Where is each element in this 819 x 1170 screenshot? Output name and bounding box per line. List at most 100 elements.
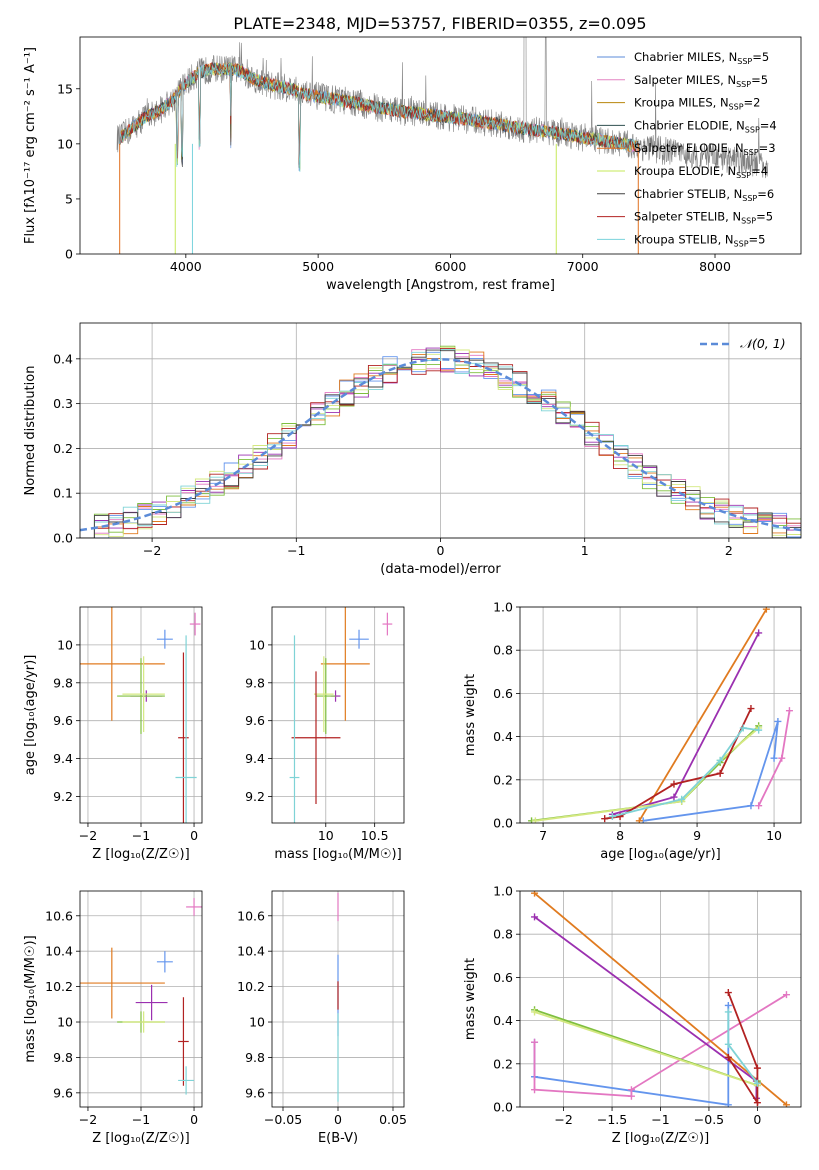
x-tick-label: 2 [725,543,733,558]
data-point-marker [601,815,609,823]
age-weight-ylabel: mass weight [463,674,478,756]
legend-label: Salpeter MILES, NSSP=5 [634,73,768,89]
data-point-marker [739,724,747,732]
y-tick-label: 0.3 [53,396,73,411]
x-tick-label: 9 [693,828,701,843]
data-point-marker [724,1001,732,1009]
data-point-marker [716,756,724,764]
weight-series-line [643,721,779,822]
data-point-marker [755,726,763,734]
y-tick-label: 9.8 [53,675,73,690]
axes-frame [271,606,405,824]
data-point-marker [724,1008,732,1016]
y-tick-label: 9.6 [53,713,73,728]
data-point-marker [782,1101,790,1107]
y-tick-label: 0.2 [493,772,513,787]
age-weight-plot-area [528,607,793,823]
y-tick-label: 0.8 [493,927,513,942]
y-tick-label: 0.4 [493,729,513,744]
y-tick-label: 0.4 [53,351,73,366]
x-tick-label: −0.05 [264,1112,302,1127]
x-tick-label: 7 [539,828,547,843]
model-spectrum-line [119,61,639,173]
spectrum-xlabel: wavelength [Angstrom, rest frame] [326,278,555,293]
y-tick-label: 10.4 [45,944,73,959]
z-age-ylabel: age [log₁₀(age/yr)] [23,655,38,776]
y-tick-label: 0.0 [493,1100,513,1115]
y-tick-label: 10 [57,136,73,151]
data-point-marker [724,989,732,997]
y-tick-label: 9.6 [53,1085,73,1100]
residuals-xlabel: (data-model)/error [380,562,501,577]
y-tick-label: 1.0 [493,600,513,615]
data-point-marker [753,1079,761,1087]
y-tick-label: 1.0 [493,884,513,899]
y-tick-label: 10.6 [45,908,73,923]
mass-age-panel: 10 10.5 9.2 9.4 9.6 9.8 10 mass [log₁₀(M/M☉)] [245,606,405,862]
legend-label: Chabrier ELODIE, NSSP=4 [634,118,777,134]
y-tick-label: 0.6 [493,970,513,985]
y-tick-label: 10.6 [237,908,265,923]
residuals-plot-area [80,345,801,538]
z-weight-plot-area [531,891,790,1107]
ebv-mass-xlabel: E(B-V) [318,1131,358,1146]
y-tick-label: 9.6 [245,713,265,728]
x-tick-label: −1 [132,828,150,843]
y-tick-label: 9.4 [53,751,73,766]
y-tick-label: 9.2 [245,789,265,804]
x-tick-label: 10 [318,828,334,843]
data-point-marker [670,793,678,801]
y-tick-label: 0.0 [53,531,73,546]
z-mass-panel: −2 −1 0 9.6 9.8 10 10.2 10.4 10.6 Z [log₁₀(Z/Z☉)]… [23,890,203,1146]
data-point-marker [762,607,770,613]
data-point-marker [724,1101,732,1107]
x-tick-label: 0 [190,828,198,843]
residual-histogram [80,349,801,538]
z-mass-ylabel: mass [log₁₀(M/M☉)] [23,935,38,1062]
z-weight-panel: −2 −1.5 −1 −0.5 0 0.0 0.2 0.4 0.6 0.8 1.0 Z [log₁₀(… [463,884,802,1146]
x-tick-label: −1.5 [597,1112,627,1127]
axes-frame [79,36,802,255]
data-point-marker [635,817,643,823]
y-tick-label: 10.2 [237,979,265,994]
y-tick-label: 0.2 [493,1056,513,1071]
data-point-marker [755,802,763,810]
mass-age-plot-area [289,607,393,823]
age-weight-xlabel: age [log₁₀(age/yr)] [600,847,721,862]
y-tick-label: 9.8 [245,675,265,690]
y-tick-label: 0.0 [493,816,513,831]
x-tick-label: −2 [79,828,97,843]
data-point-marker [747,705,755,713]
figure-title: PLATE=2348, MJD=53757, FIBERID=0355, z=0… [233,14,646,33]
data-point-marker [774,717,782,725]
y-tick-label: 10 [57,1015,73,1030]
x-tick-label: 0 [437,543,445,558]
data-point-marker [782,991,790,999]
z-mass-xlabel: Z [log₁₀(Z/Z☉)] [92,1131,189,1146]
spectrum-plot-area [116,37,769,254]
residuals-ylabel: Normed distribution [23,366,38,496]
mass-age-xlabel: mass [log₁₀(M/M☉)] [274,847,401,862]
y-tick-label: 9.8 [245,1050,265,1065]
data-point-marker [531,1008,539,1016]
y-tick-label: 0 [65,247,73,262]
data-point-marker [531,1038,539,1046]
data-point-marker [531,817,539,823]
z-weight-ylabel: mass weight [463,958,478,1040]
data-point-marker [678,795,686,803]
x-tick-label: −1 [287,543,305,558]
normal-reference-curve [80,358,801,532]
z-age-plot-area [80,607,201,823]
weight-series-line [534,1011,758,1087]
data-point-marker [753,1099,761,1107]
age-weight-panel: 7 8 9 10 0.0 0.2 0.4 0.6 0.8 1.0 age [log₁₀(age/yr… [463,600,802,862]
y-tick-label: 9.8 [53,1050,73,1065]
y-tick-label: 0.6 [493,686,513,701]
z-weight-xlabel: Z [log₁₀(Z/Z☉)] [612,1131,709,1146]
y-tick-label: 0.2 [53,441,73,456]
x-tick-label: −0.5 [694,1112,724,1127]
data-point-marker [770,754,778,762]
x-tick-label: 1 [581,543,589,558]
data-point-marker [531,891,539,897]
